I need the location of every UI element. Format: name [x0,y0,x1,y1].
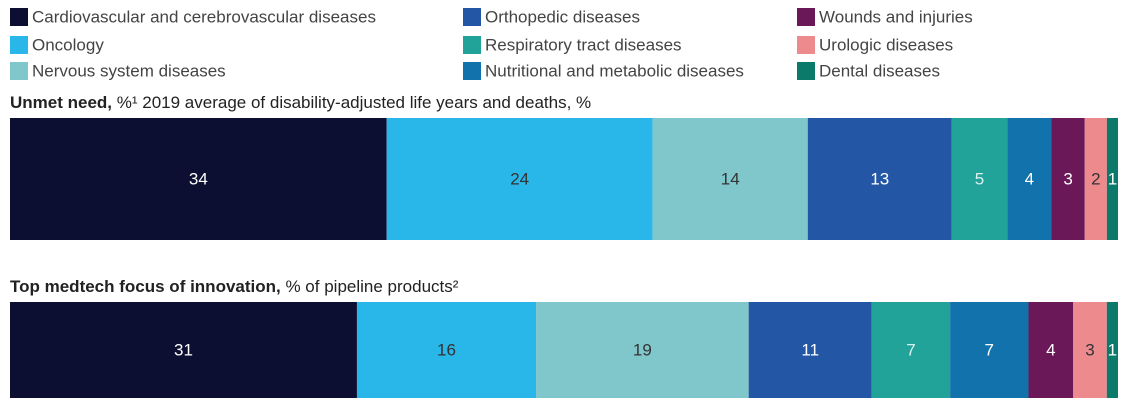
value-label: 7 [906,340,915,359]
legend-label: Nutritional and metabolic diseases [485,61,744,80]
legend: Cardiovascular and cerebrovascular disea… [10,7,973,80]
legend-swatch [797,8,815,26]
legend-swatch [797,36,815,54]
legend-label: Nervous system diseases [32,61,226,80]
value-label: 11 [801,340,819,359]
legend-label: Cardiovascular and cerebrovascular disea… [32,7,376,26]
legend-label: Urologic diseases [819,35,953,54]
subtitle: % of pipeline products² [281,277,459,296]
bar-segment [1007,118,1052,240]
legend-label: Wounds and injuries [819,7,973,26]
legend-label: Orthopedic diseases [485,7,640,26]
bar-segment [951,118,1008,240]
bar-segment [1084,118,1107,240]
bar-segment [871,302,951,398]
value-label: 2 [1091,169,1100,188]
bar-segment [1073,302,1107,398]
legend-swatch [10,8,28,26]
bar-segment [536,302,749,398]
value-label: 5 [975,169,984,188]
legend-swatch [10,62,28,80]
bar-segment [1028,302,1074,398]
value-label: 19 [633,340,652,359]
bar-segment [950,302,1029,398]
bar-segment [10,302,357,398]
bar-segment [1106,118,1118,240]
value-label: 34 [189,169,208,188]
value-label: 13 [870,169,889,188]
bar-segment [1106,302,1118,398]
legend-label: Oncology [32,35,104,54]
legend-label: Respiratory tract diseases [485,35,682,54]
chart-title: Unmet need, %¹ 2019 average of disabilit… [10,93,591,112]
legend-swatch [10,36,28,54]
value-label: 3 [1085,340,1094,359]
value-label: 24 [510,169,529,188]
bar-segment [807,118,952,240]
value-label: 7 [985,340,994,359]
subtitle: %¹ 2019 average of disability-adjusted l… [117,93,591,112]
value-label: 14 [721,169,740,188]
value-label: 1 [1108,169,1117,188]
value-label: 16 [437,340,456,359]
bar-segment [356,302,537,398]
value-label: 31 [174,340,193,359]
value-label: 4 [1025,169,1034,188]
legend-swatch [463,36,481,54]
legend-swatch [463,8,481,26]
legend-swatch [797,62,815,80]
title: Unmet need, [10,93,112,112]
bar-segment [748,302,872,398]
title: Top medtech focus of innovation, [10,277,281,296]
bar-segment [1051,118,1085,240]
legend-label: Dental diseases [819,61,940,80]
value-label: 4 [1046,340,1055,359]
bar-segment [652,118,808,240]
legend-swatch [463,62,481,80]
chart-title: Top medtech focus of innovation, % of pi… [10,277,459,296]
bar-segment [386,118,653,240]
bar-segment [10,118,387,240]
value-label: 3 [1063,169,1072,188]
value-label: 1 [1108,340,1117,359]
